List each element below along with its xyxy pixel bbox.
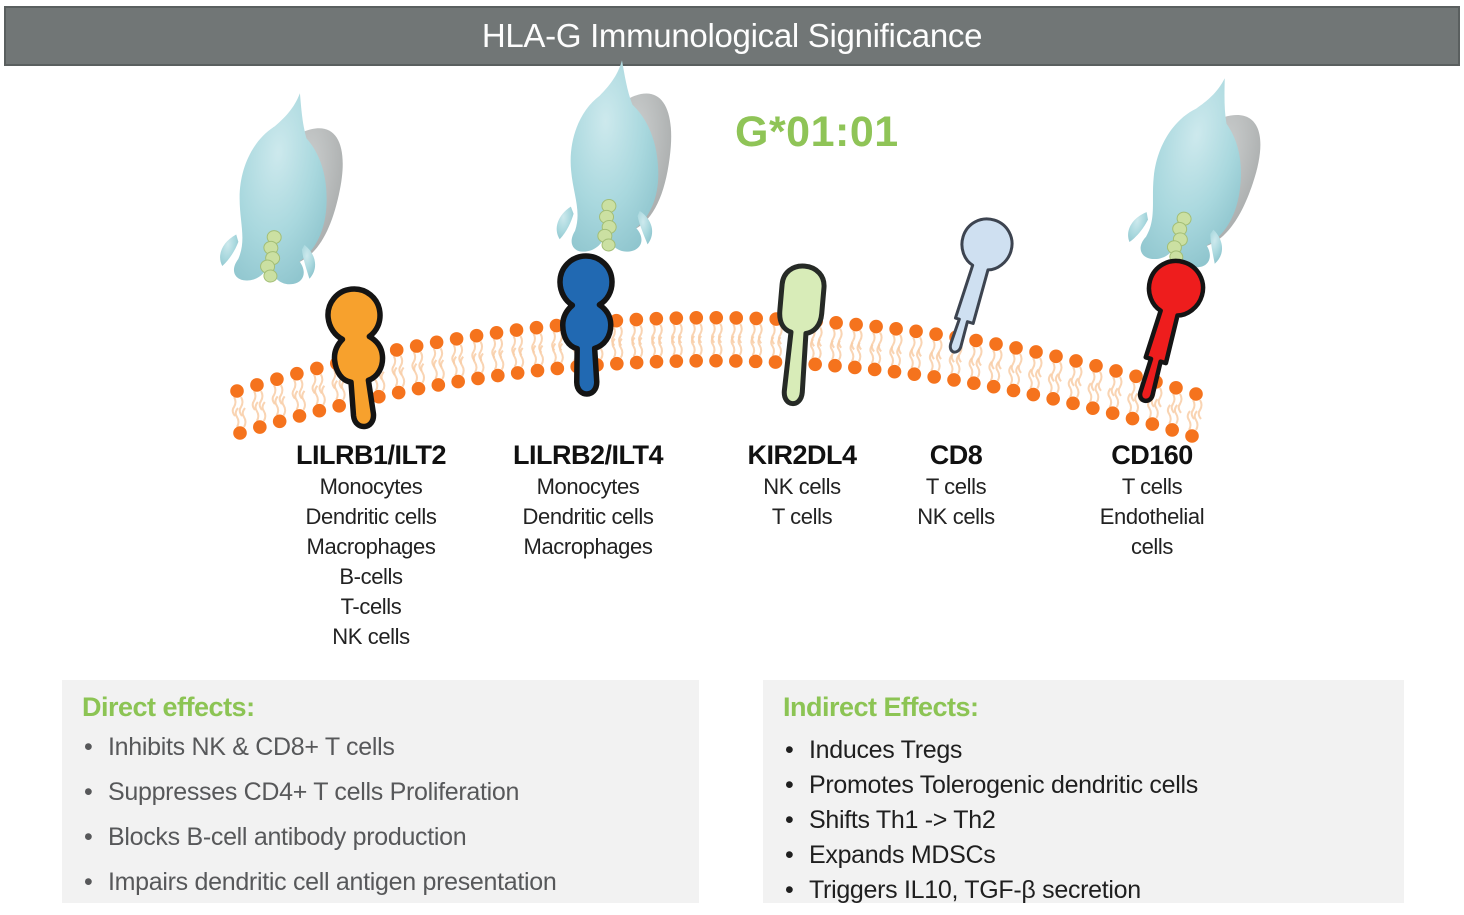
receptor-name: CD160: [1111, 440, 1193, 470]
title-bar: HLA-G Immunological Significance: [4, 6, 1460, 66]
hla-g-molecule-2-icon: [555, 57, 675, 256]
receptor-cell: Macrophages: [306, 534, 436, 559]
receptor-cell: NK cells: [763, 474, 841, 499]
receptor-cell: Macrophages: [523, 534, 653, 559]
direct-effect-item: Suppresses CD4+ T cells Proliferation: [82, 778, 679, 807]
receptor-cell: T-cells: [340, 594, 402, 619]
direct-effect-item: Blocks B-cell antibody production: [82, 823, 679, 852]
direct-effect-item: Inhibits NK & CD8+ T cells: [82, 733, 679, 762]
allele-label: G*01:01: [735, 108, 899, 156]
receptor-column-kir2dl4: KIR2DL4 NK cells T cells: [722, 438, 882, 532]
receptor-cell: T cells: [771, 504, 833, 529]
direct-effects-heading: Direct effects:: [82, 692, 255, 722]
hla-g-molecule-1-icon: [216, 85, 352, 292]
receptor-cell: Monocytes: [319, 474, 423, 499]
receptor-cell: NK cells: [917, 504, 995, 529]
indirect-effect-item: Shifts Th1 -> Th2: [783, 803, 1384, 837]
hla-g-molecule-3-icon: [1123, 64, 1276, 279]
receptor-column-lilrb1: LILRB1/ILT2 Monocytes Dendritic cells Ma…: [271, 438, 471, 652]
indirect-effect-item: Expands MDSCs: [783, 838, 1384, 872]
receptor-cell: Monocytes: [536, 474, 640, 499]
indirect-effect-item: Induces Tregs: [783, 733, 1384, 767]
direct-effects-list: Inhibits NK & CD8+ T cells Suppresses CD…: [82, 733, 679, 897]
indirect-effects-heading: Indirect Effects:: [783, 692, 979, 722]
receptor-cd160-icon: [1137, 258, 1206, 404]
receptor-cell: Endothelial cells: [1099, 504, 1205, 559]
indirect-effects-list: Induces Tregs Promotes Tolerogenic dendr…: [783, 733, 1384, 907]
indirect-effect-item: Triggers IL10, TGF-β secretion: [783, 873, 1384, 907]
receptor-column-cd160: CD160 T cells Endothelial cells: [1092, 438, 1212, 562]
receptor-cell: Dendritic cells: [522, 504, 654, 529]
receptor-kir2dl4-icon: [777, 263, 827, 407]
indirect-effect-item: Promotes Tolerogenic dendritic cells: [783, 768, 1384, 802]
receptor-cell: T cells: [925, 474, 987, 499]
receptor-cell: NK cells: [332, 624, 410, 649]
direct-effect-item: Impairs dendritic cell antigen presentat…: [82, 868, 679, 897]
direct-effects-panel: Direct effects: Inhibits NK & CD8+ T cel…: [62, 680, 699, 903]
receptor-name: CD8: [929, 440, 983, 470]
receptor-lilrb1-ilt2-icon: [325, 286, 386, 430]
indirect-effects-panel: Indirect Effects: Induces Tregs Promotes…: [763, 680, 1404, 907]
receptor-cd8-icon: [948, 217, 1014, 354]
receptor-name: LILRB1/ILT2: [295, 440, 447, 470]
receptor-name: KIR2DL4: [747, 440, 857, 470]
receptor-name: LILRB2/ILT4: [512, 440, 664, 470]
receptor-column-lilrb2: LILRB2/ILT4 Monocytes Dendritic cells Ma…: [488, 438, 688, 562]
receptor-column-cd8: CD8 T cells NK cells: [886, 438, 1026, 532]
receptor-lilrb2-ilt4-icon: [557, 253, 615, 397]
receptor-cell: Dendritic cells: [305, 504, 437, 529]
receptor-cell: B-cells: [339, 564, 403, 589]
receptor-cell: T cells: [1121, 474, 1183, 499]
page-title: HLA-G Immunological Significance: [481, 17, 983, 54]
